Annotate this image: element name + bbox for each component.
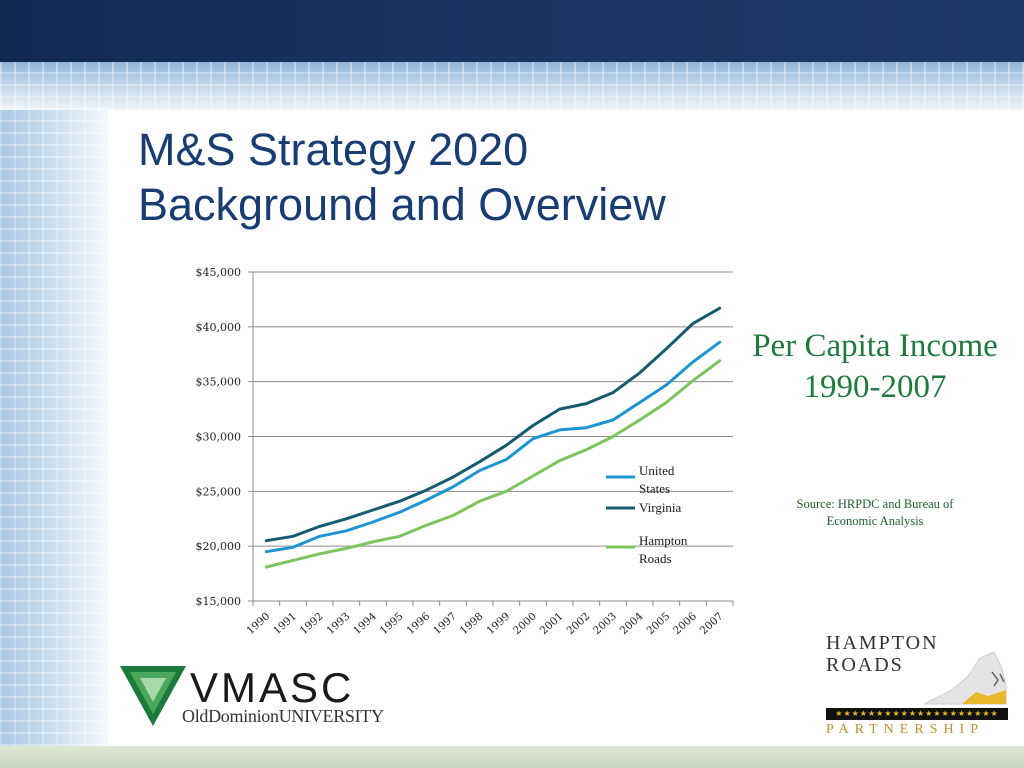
hrp-word-roads: ROADS — [826, 654, 904, 676]
hrp-word-hampton: HAMPTON — [826, 632, 939, 654]
legend-label: States — [639, 481, 670, 496]
slide-title-line-1: M&S Strategy 2020 — [138, 124, 529, 175]
y-tick-label: $40,000 — [196, 321, 242, 334]
chart-side-title: Per Capita Income 1990-2007 — [752, 328, 998, 405]
series-line — [264, 306, 722, 543]
x-tick-label: 2005 — [644, 610, 672, 637]
y-tick-label: $15,000 — [196, 595, 242, 608]
x-tick-label: 1998 — [458, 610, 486, 637]
x-tick-label: 2007 — [698, 610, 726, 637]
chart-source-note: Source: HRPDC and Bureau of Economic Ana… — [796, 497, 954, 528]
vmasc-logo: VMASC OldDominionUNIVERSITY — [118, 662, 384, 732]
x-tick-label: 2003 — [591, 610, 619, 637]
per-capita-income-chart: $15,000 $20,000 $25,000 $30,000 $35,000 $40,0… — [196, 266, 734, 637]
x-tick-label: 2001 — [538, 610, 566, 637]
legend-label: Roads — [639, 551, 672, 566]
y-tick-label: $25,000 — [196, 485, 242, 498]
x-tick-label: 1990 — [244, 610, 272, 637]
vmasc-wordmark: VMASC — [190, 664, 355, 711]
hrp-stars-bar: ★★★★★★★★★★★★★★★★★★★★ — [826, 708, 1008, 720]
chart-gridlines — [253, 271, 733, 547]
x-tick-label: 2004 — [618, 610, 646, 637]
x-tick-label: 2002 — [564, 610, 592, 637]
series-line — [264, 359, 722, 569]
slide-title-line-2: Background and Overview — [138, 179, 666, 230]
x-tick-label: 2006 — [671, 610, 699, 637]
x-tick-label: 1996 — [404, 610, 432, 637]
y-tick-label: $30,000 — [196, 431, 242, 444]
x-tick-label: 2000 — [511, 610, 539, 637]
series-line — [264, 340, 722, 554]
x-tick-label: 1999 — [484, 610, 512, 637]
x-tick-label: 1994 — [351, 610, 379, 637]
x-tick-label: 1995 — [378, 610, 406, 637]
y-tick-label: $45,000 — [196, 266, 242, 279]
y-axis-tick-labels: $15,000 $20,000 $25,000 $30,000 $35,000 $40,0… — [196, 266, 253, 608]
chart-series-lines — [264, 306, 722, 569]
chart-legend: United States Virginia Hampton Roads — [606, 463, 688, 566]
x-tick-label: 1992 — [298, 610, 326, 637]
x-tick-label: 1991 — [271, 610, 299, 637]
x-tick-label: 1997 — [431, 610, 459, 637]
slide-title: M&S Strategy 2020 Background and Overvie… — [138, 122, 778, 232]
x-axis-tick-labels: 1990199119921993199419951996199719981999… — [244, 601, 734, 637]
y-tick-label: $20,000 — [196, 540, 242, 553]
hampton-roads-partnership-logo: HAMPTON ROADS ★★★★★★★★★★★★★★★★★★★★ PARTN… — [822, 630, 1012, 740]
decorative-band — [0, 62, 1024, 110]
left-decorative-band — [0, 110, 108, 746]
x-tick-label: 1993 — [324, 610, 352, 637]
hrp-word-partnership: PARTNERSHIP — [826, 722, 985, 737]
vmasc-emblem-icon — [120, 666, 186, 726]
top-banner — [0, 0, 1024, 62]
odu-wordmark: OldDominionUNIVERSITY — [182, 706, 384, 726]
legend-label: Virginia — [639, 500, 682, 515]
virginia-map-icon — [923, 651, 1007, 705]
legend-label: United — [639, 463, 675, 478]
y-tick-label: $35,000 — [196, 376, 242, 389]
legend-label: Hampton — [639, 533, 688, 548]
bottom-band — [0, 746, 1024, 768]
